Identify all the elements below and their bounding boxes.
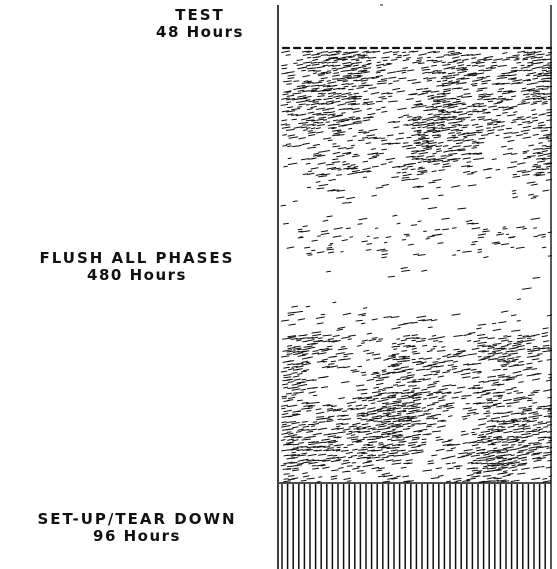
- segment-duration-flush: 480 Hours: [87, 266, 187, 284]
- segment-label-test: TEST 48 Hours: [140, 7, 260, 41]
- segment-name-test: TEST: [175, 6, 225, 24]
- segment-label-flush: FLUSH ALL PHASES 480 Hours: [2, 250, 272, 284]
- segment-label-setup: SET-UP/TEAR DOWN 96 Hours: [2, 511, 272, 545]
- bar-fill-group: [279, 46, 552, 569]
- segment-duration-test: 48 Hours: [156, 23, 244, 41]
- segment-name-flush: FLUSH ALL PHASES: [39, 249, 235, 267]
- segment-duration-setup: 96 Hours: [93, 527, 181, 545]
- segment-name-setup: SET-UP/TEAR DOWN: [37, 510, 237, 528]
